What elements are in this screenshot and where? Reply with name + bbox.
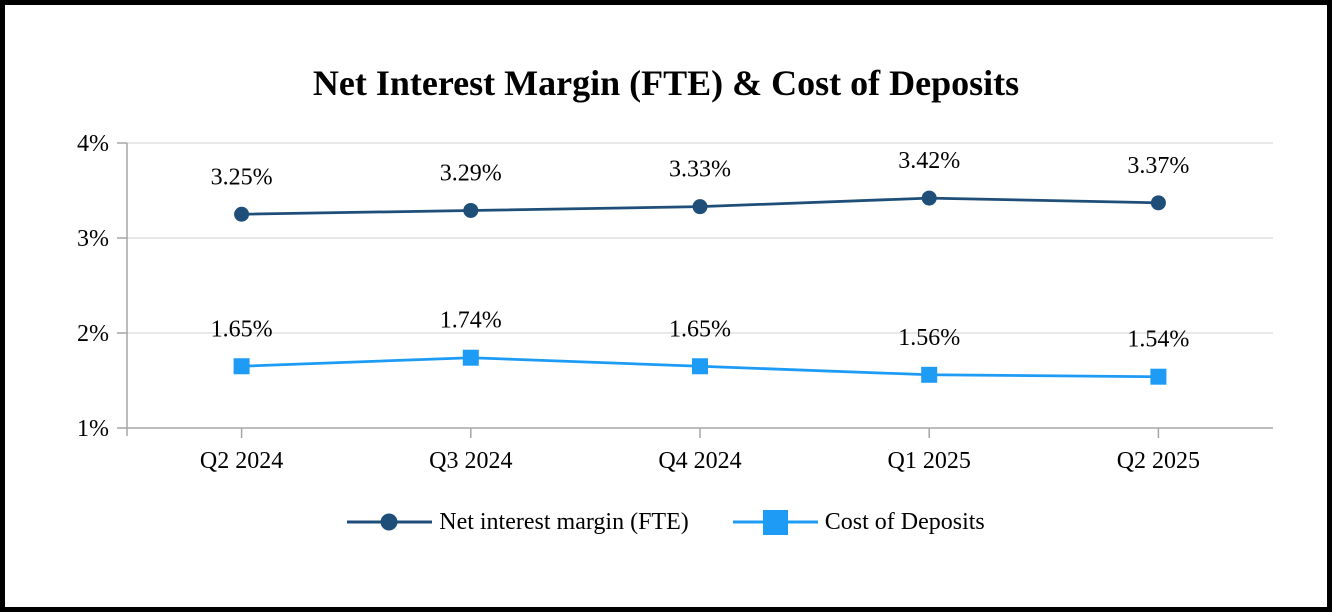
data-point-marker-circle (692, 199, 708, 215)
data-label: 1.54% (1127, 327, 1189, 353)
x-axis-category-label: Q2 2025 (1117, 448, 1200, 474)
data-point-marker-circle (234, 206, 250, 222)
y-axis-tick-label: 4% (77, 131, 109, 157)
data-point-marker-square (233, 358, 250, 375)
y-axis-tick-label: 1% (77, 416, 109, 442)
line-circle-marker-icon (347, 513, 433, 531)
data-label: 1.56% (898, 325, 960, 351)
x-axis-category-label: Q4 2024 (658, 448, 741, 474)
data-point-marker-circle (1150, 195, 1166, 211)
legend-label-cost-of-deposits: Cost of Deposits (824, 508, 985, 535)
line-square-marker-icon (732, 510, 818, 535)
y-axis-tick-label: 3% (77, 226, 109, 252)
data-label: 3.29% (440, 160, 502, 186)
data-label: 3.42% (898, 148, 960, 174)
chart-legend: Net interest margin (FTE) Cost of Deposi… (5, 506, 1327, 538)
data-label: 3.33% (669, 157, 731, 183)
data-label: 1.74% (440, 308, 502, 334)
data-point-marker-circle (463, 202, 479, 218)
data-point-marker-square (921, 366, 938, 383)
data-point-marker-circle (921, 190, 937, 206)
data-point-marker-square (1150, 368, 1167, 385)
chart-title: Net Interest Margin (FTE) & Cost of Depo… (312, 63, 1020, 103)
data-label: 1.65% (211, 316, 273, 342)
data-point-marker-square (692, 358, 708, 375)
x-axis-category-label: Q1 2025 (888, 448, 971, 474)
data-label: 3.37% (1127, 153, 1189, 179)
data-label: 3.25% (211, 164, 273, 190)
legend-item-net-interest-margin: Net interest margin (FTE) (347, 506, 689, 538)
data-label: 1.65% (669, 316, 731, 342)
x-axis-category-label: Q2 2024 (200, 448, 283, 474)
y-axis-tick-label: 2% (77, 321, 109, 347)
data-point-marker-square (462, 349, 479, 366)
line-chart-plot-area: 4% 3% 2% 1% Q2 2024 Q3 2024 Q4 2024 Q1 2025 Q2 2… (77, 131, 1273, 474)
legend-label-net-interest-margin: Net interest margin (FTE) (439, 508, 689, 535)
x-axis-category-label: Q3 2024 (429, 448, 512, 474)
legend-item-cost-of-deposits: Cost of Deposits (732, 506, 985, 538)
